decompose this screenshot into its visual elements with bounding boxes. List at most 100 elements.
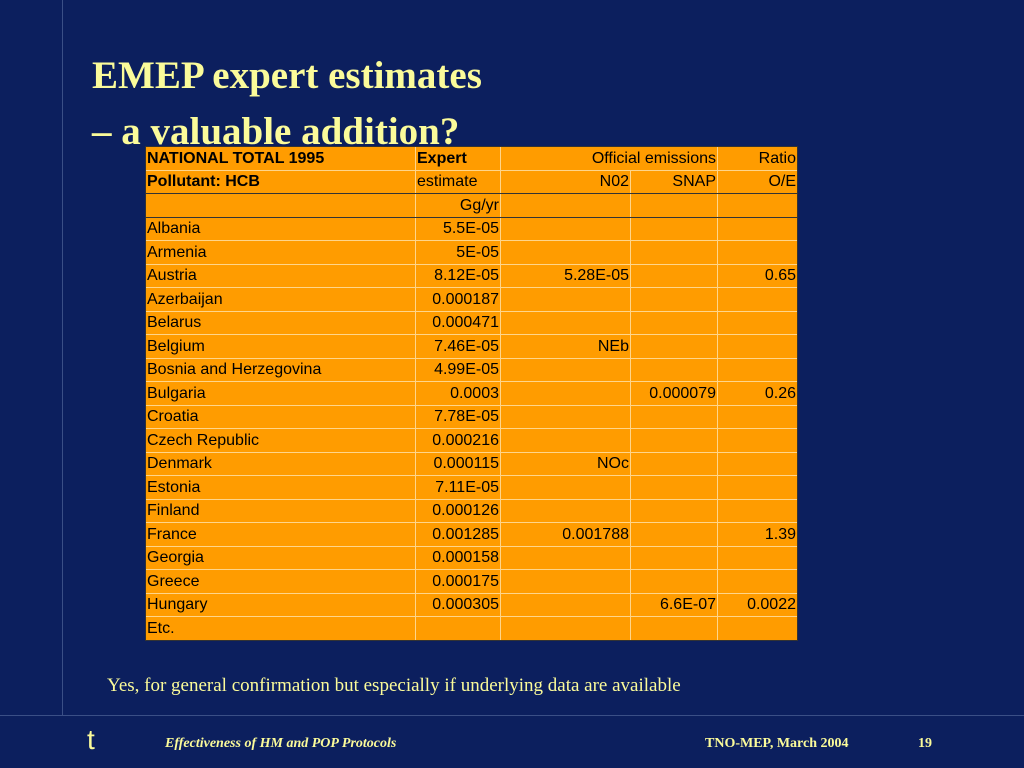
cell-n02 <box>500 569 631 593</box>
cell-country: Bulgaria <box>145 381 416 405</box>
cell-ratio <box>717 240 798 264</box>
table-row: Croatia 7.78E-05 <box>145 404 798 429</box>
slide-title: EMEP expert estimates – a valuable addit… <box>92 48 482 160</box>
header-n02: N02 <box>500 169 631 194</box>
cell-expert: 8.12E-05 <box>415 263 501 288</box>
cell-n02 <box>500 616 631 641</box>
cell-country: Belgium <box>145 334 416 358</box>
table-row: Albania 5.5E-05 <box>145 216 798 241</box>
table-header-row-2: Pollutant: HCB estimate N02 SNAP O/E <box>145 169 798 194</box>
cell-snap <box>630 263 718 288</box>
cell-ratio <box>717 475 798 499</box>
cell-country: Etc. <box>145 616 416 641</box>
cell-country: Estonia <box>145 475 416 499</box>
cell-n02 <box>500 240 631 264</box>
table-row: Austria 8.12E-05 5.28E-05 0.65 <box>145 263 798 288</box>
cell-country: Austria <box>145 263 416 288</box>
cell-ratio <box>717 334 798 358</box>
cell-ratio <box>717 404 798 429</box>
cell-n02 <box>500 216 631 241</box>
cell-snap <box>630 475 718 499</box>
cell-expert: 4.99E-05 <box>415 357 501 382</box>
footer-presentation-title: Effectiveness of HM and POP Protocols <box>165 736 397 751</box>
table-row: Belarus 0.000471 <box>145 310 798 335</box>
table-row: Hungary 0.000305 6.6E-07 0.0022 <box>145 592 798 617</box>
table-row: Denmark 0.000115 NOc <box>145 451 798 476</box>
cell-country: Azerbaijan <box>145 287 416 311</box>
cell-expert: 0.0003 <box>415 381 501 405</box>
cell-n02 <box>500 475 631 499</box>
cell-expert: 7.46E-05 <box>415 334 501 358</box>
cell-snap <box>630 287 718 311</box>
cell-snap <box>630 310 718 335</box>
cell-expert: 7.11E-05 <box>415 475 501 499</box>
cell-ratio <box>717 545 798 570</box>
cell-n02 <box>500 428 631 452</box>
cell-ratio <box>717 216 798 241</box>
table-row: Etc. <box>145 616 798 641</box>
cell-country: Bosnia and Herzegovina <box>145 357 416 382</box>
cell-n02 <box>500 545 631 570</box>
table-row: Bulgaria 0.0003 0.000079 0.26 <box>145 381 798 405</box>
table-row: Georgia 0.000158 <box>145 545 798 570</box>
tno-logo: t <box>87 724 95 755</box>
cell-country: Czech Republic <box>145 428 416 452</box>
cell-snap <box>630 357 718 382</box>
cell-expert: 0.000305 <box>415 592 501 617</box>
cell-snap: 0.000079 <box>630 381 718 405</box>
cell-expert: 0.000471 <box>415 310 501 335</box>
cell-n02 <box>500 404 631 429</box>
cell-expert: 7.78E-05 <box>415 404 501 429</box>
cell-expert <box>415 616 501 641</box>
cell-snap <box>630 522 718 546</box>
cell-snap <box>630 498 718 523</box>
cell-expert: 5.5E-05 <box>415 216 501 241</box>
table-row: France 0.001285 0.001788 1.39 <box>145 522 798 546</box>
table-row: Greece 0.000175 <box>145 569 798 593</box>
slide-vertical-rule <box>62 0 63 716</box>
cell-ratio <box>717 310 798 335</box>
cell-country: Albania <box>145 216 416 241</box>
cell-country: Hungary <box>145 592 416 617</box>
cell-n02: NOc <box>500 451 631 476</box>
table-row: Azerbaijan 0.000187 <box>145 287 798 311</box>
unit-cell-empty <box>717 193 798 218</box>
page-number: 19 <box>918 736 932 751</box>
cell-country: Belarus <box>145 310 416 335</box>
cell-ratio: 0.0022 <box>717 592 798 617</box>
slide-horizontal-rule <box>0 715 1024 716</box>
cell-country: France <box>145 522 416 546</box>
header-estimate: estimate <box>415 169 501 194</box>
cell-snap <box>630 451 718 476</box>
cell-ratio: 0.65 <box>717 263 798 288</box>
cell-country: Croatia <box>145 404 416 429</box>
table-row: Bosnia and Herzegovina 4.99E-05 <box>145 357 798 382</box>
cell-country: Greece <box>145 569 416 593</box>
header-expert: Expert <box>415 146 501 170</box>
cell-ratio <box>717 616 798 641</box>
emissions-table: NATIONAL TOTAL 1995 Expert Official emis… <box>145 146 798 641</box>
cell-ratio: 1.39 <box>717 522 798 546</box>
cell-expert: 0.001285 <box>415 522 501 546</box>
table-row: Finland 0.000126 <box>145 498 798 523</box>
slide-title-line-2: – a valuable addition? <box>92 110 460 153</box>
cell-snap <box>630 545 718 570</box>
cell-snap: 6.6E-07 <box>630 592 718 617</box>
cell-n02 <box>500 381 631 405</box>
cell-expert: 0.000158 <box>415 545 501 570</box>
cell-expert: 5E-05 <box>415 240 501 264</box>
cell-n02 <box>500 357 631 382</box>
header-pollutant: Pollutant: HCB <box>145 169 416 194</box>
cell-country: Finland <box>145 498 416 523</box>
header-snap: SNAP <box>630 169 718 194</box>
cell-expert: 0.000126 <box>415 498 501 523</box>
header-national-total: NATIONAL TOTAL 1995 <box>145 146 416 170</box>
header-official-emissions: Official emissions <box>500 146 718 170</box>
cell-n02 <box>500 287 631 311</box>
cell-snap <box>630 240 718 264</box>
cell-snap <box>630 404 718 429</box>
table-header-row-1: NATIONAL TOTAL 1995 Expert Official emis… <box>145 146 798 170</box>
cell-country: Denmark <box>145 451 416 476</box>
unit-gg-yr: Gg/yr <box>415 193 501 218</box>
cell-snap <box>630 216 718 241</box>
